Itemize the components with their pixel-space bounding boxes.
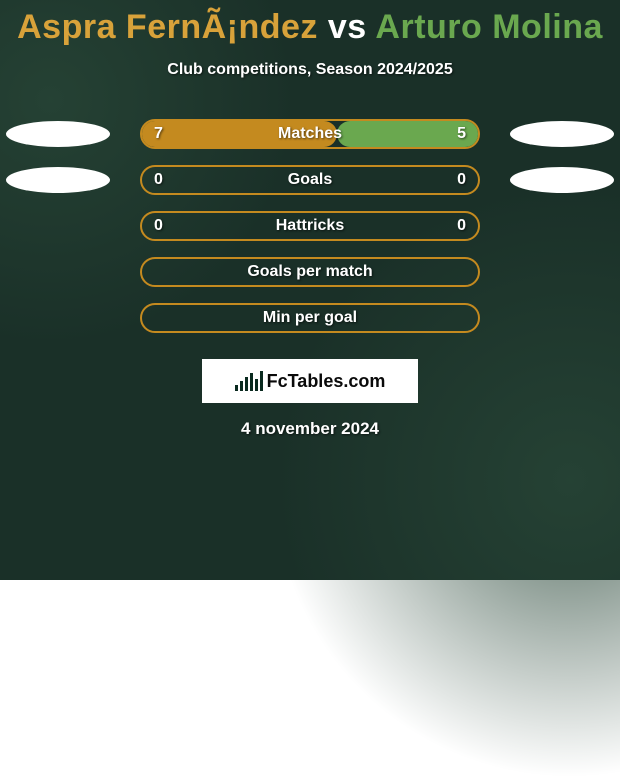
stat-row: Min per goal: [0, 303, 620, 333]
stat-value-right: 0: [457, 217, 466, 235]
stat-bar: Goals per match: [140, 257, 480, 287]
stat-row: Goals per match: [0, 257, 620, 287]
stat-bar: Hattricks: [140, 211, 480, 241]
stat-value-left: 7: [154, 125, 163, 143]
stat-label: Goals: [288, 171, 332, 189]
logo-bars-icon: [235, 371, 263, 391]
stat-label: Min per goal: [263, 309, 357, 327]
title-vs: vs: [328, 8, 367, 46]
stat-bar: Min per goal: [140, 303, 480, 333]
stat-row: 0 0 Goals: [0, 165, 620, 195]
stat-row: 7 5 Matches: [0, 119, 620, 149]
fctables-logo: FcTables.com: [202, 359, 418, 403]
player1-marker: [6, 167, 110, 193]
stat-value-left: 0: [154, 171, 163, 189]
stat-label: Hattricks: [276, 217, 344, 235]
stat-label: Goals per match: [247, 263, 372, 281]
stat-bar: Goals: [140, 165, 480, 195]
stat-row: 0 0 Hattricks: [0, 211, 620, 241]
date-label: 4 november 2024: [0, 419, 620, 439]
page-title: Aspra FernÃ¡ndez vs Arturo Molina: [0, 0, 620, 47]
logo-text: FcTables.com: [267, 371, 386, 392]
player1-marker: [6, 121, 110, 147]
compare-chart: 7 5 Matches 0 0 Goals 0 0 Hattricks Goals per mat…: [0, 119, 620, 333]
subtitle: Club competitions, Season 2024/2025: [0, 61, 620, 79]
player2-marker: [510, 121, 614, 147]
title-player1: Aspra FernÃ¡ndez: [17, 8, 318, 46]
stat-value-right: 0: [457, 171, 466, 189]
stat-label: Matches: [278, 125, 342, 143]
stat-value-left: 0: [154, 217, 163, 235]
player2-marker: [510, 167, 614, 193]
stat-bar: Matches: [140, 119, 480, 149]
stat-value-right: 5: [457, 125, 466, 143]
title-player2: Arturo Molina: [375, 8, 602, 46]
